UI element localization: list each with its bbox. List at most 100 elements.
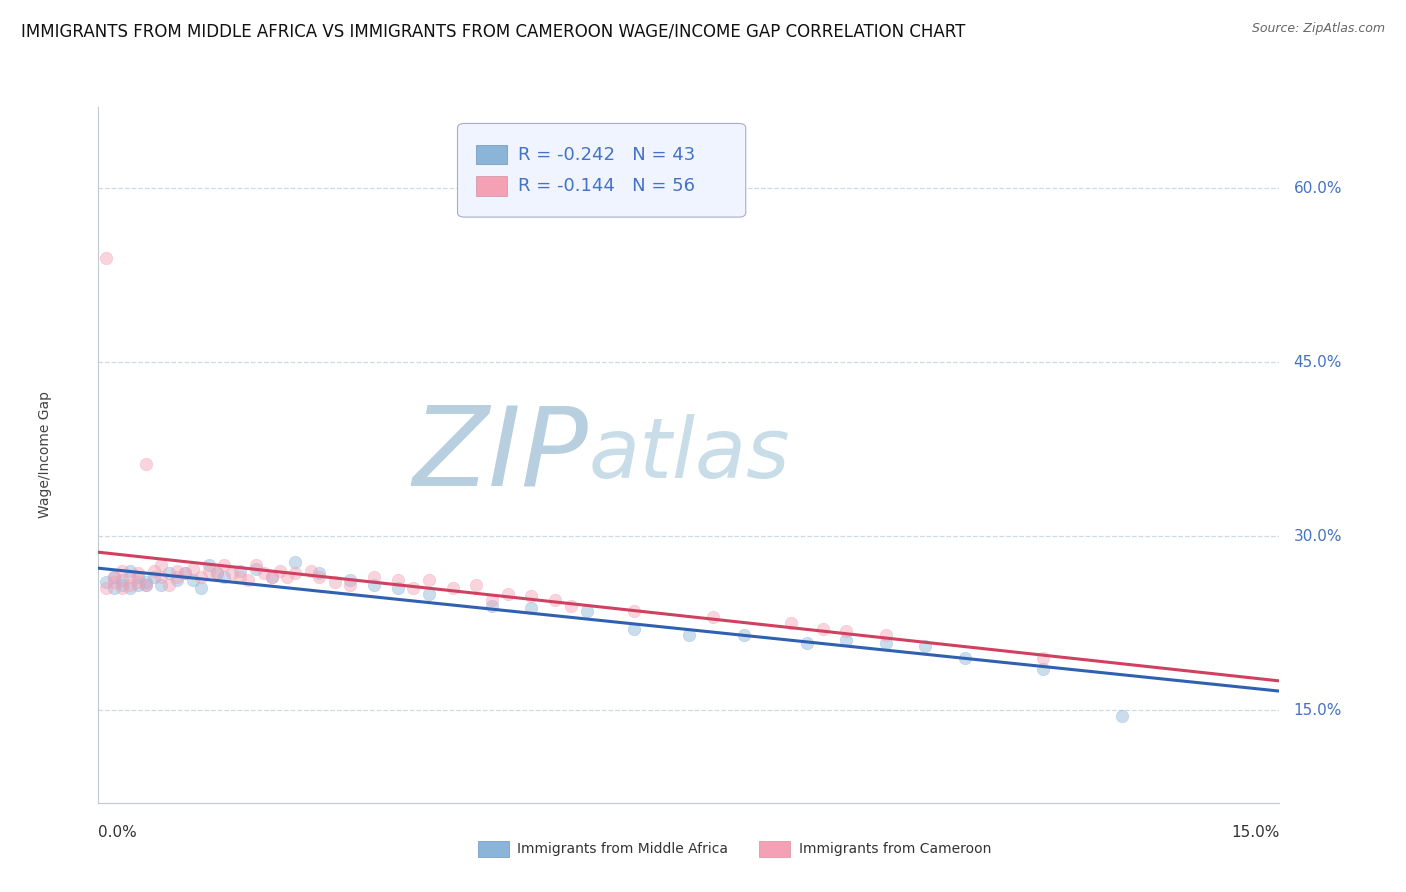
Point bbox=[111, 578, 134, 592]
Point bbox=[229, 564, 252, 578]
Point bbox=[118, 582, 141, 596]
Point bbox=[142, 564, 165, 578]
Point bbox=[481, 592, 503, 607]
Point bbox=[135, 578, 157, 592]
Point bbox=[142, 570, 165, 584]
Point bbox=[181, 561, 204, 575]
Point bbox=[733, 628, 755, 642]
Point bbox=[127, 570, 149, 584]
Point bbox=[520, 601, 543, 615]
Point bbox=[245, 558, 267, 573]
Text: 45.0%: 45.0% bbox=[1294, 355, 1341, 369]
Text: R = -0.144   N = 56: R = -0.144 N = 56 bbox=[517, 177, 695, 194]
Text: 15.0%: 15.0% bbox=[1232, 825, 1279, 840]
Text: Immigrants from Cameroon: Immigrants from Cameroon bbox=[799, 842, 991, 856]
Point bbox=[111, 582, 134, 596]
Point bbox=[260, 570, 283, 584]
Point bbox=[127, 575, 149, 590]
Point bbox=[197, 564, 219, 578]
Point bbox=[575, 605, 598, 619]
Point bbox=[299, 564, 322, 578]
Point bbox=[157, 578, 180, 592]
Point bbox=[236, 573, 259, 587]
Text: Source: ZipAtlas.com: Source: ZipAtlas.com bbox=[1251, 22, 1385, 36]
Point bbox=[835, 633, 858, 648]
Point bbox=[127, 566, 149, 581]
Point bbox=[190, 582, 212, 596]
Point bbox=[111, 573, 134, 587]
Text: Wage/Income Gap: Wage/Income Gap bbox=[38, 392, 52, 518]
Point bbox=[118, 564, 141, 578]
Point bbox=[520, 590, 543, 604]
Text: R = -0.242   N = 43: R = -0.242 N = 43 bbox=[517, 145, 695, 163]
Point bbox=[441, 582, 464, 596]
Text: 0.0%: 0.0% bbox=[98, 825, 138, 840]
Point bbox=[678, 628, 700, 642]
Point bbox=[118, 570, 141, 584]
Point bbox=[96, 575, 118, 590]
Point bbox=[796, 636, 818, 650]
Point bbox=[166, 570, 188, 584]
Point bbox=[205, 566, 228, 581]
Text: 60.0%: 60.0% bbox=[1294, 181, 1341, 195]
Point bbox=[875, 628, 897, 642]
Text: Immigrants from Middle Africa: Immigrants from Middle Africa bbox=[517, 842, 728, 856]
Point bbox=[103, 570, 125, 584]
Point bbox=[166, 573, 188, 587]
Point bbox=[323, 575, 346, 590]
Point bbox=[481, 599, 503, 613]
Point bbox=[214, 570, 236, 584]
Point bbox=[953, 651, 976, 665]
Point bbox=[135, 578, 157, 592]
Point bbox=[418, 573, 440, 587]
Point bbox=[496, 587, 519, 601]
Point bbox=[387, 582, 409, 596]
Point bbox=[96, 582, 118, 596]
Point bbox=[103, 570, 125, 584]
Point bbox=[205, 566, 228, 581]
Point bbox=[245, 561, 267, 575]
Point bbox=[623, 622, 645, 636]
Point bbox=[166, 564, 188, 578]
Point bbox=[229, 570, 252, 584]
Point bbox=[308, 566, 330, 581]
Point bbox=[150, 558, 173, 573]
Point bbox=[276, 570, 298, 584]
Text: 30.0%: 30.0% bbox=[1294, 529, 1341, 543]
Point bbox=[1111, 708, 1133, 723]
Point bbox=[135, 575, 157, 590]
Point bbox=[181, 573, 204, 587]
Point bbox=[780, 615, 803, 630]
Point bbox=[465, 578, 488, 592]
Point bbox=[197, 558, 219, 573]
Point bbox=[339, 573, 361, 587]
Point bbox=[402, 582, 425, 596]
Point bbox=[875, 636, 897, 650]
Point bbox=[150, 578, 173, 592]
Point bbox=[363, 578, 385, 592]
Point bbox=[623, 605, 645, 619]
Point bbox=[103, 575, 125, 590]
Point bbox=[387, 573, 409, 587]
Text: IMMIGRANTS FROM MIDDLE AFRICA VS IMMIGRANTS FROM CAMEROON WAGE/INCOME GAP CORREL: IMMIGRANTS FROM MIDDLE AFRICA VS IMMIGRA… bbox=[21, 22, 966, 40]
Point bbox=[260, 570, 283, 584]
Text: atlas: atlas bbox=[589, 415, 790, 495]
Point bbox=[363, 570, 385, 584]
Point bbox=[835, 624, 858, 639]
Point bbox=[544, 592, 567, 607]
Point bbox=[157, 566, 180, 581]
Point bbox=[190, 570, 212, 584]
Point bbox=[221, 566, 243, 581]
Point bbox=[1032, 662, 1054, 677]
Point bbox=[135, 457, 157, 471]
Point bbox=[111, 564, 134, 578]
Point bbox=[253, 566, 276, 581]
Text: ZIP: ZIP bbox=[413, 401, 589, 508]
Point bbox=[269, 564, 291, 578]
Point bbox=[174, 566, 197, 581]
Point bbox=[150, 570, 173, 584]
Point bbox=[118, 578, 141, 592]
Point bbox=[339, 578, 361, 592]
Point bbox=[702, 610, 724, 624]
Point bbox=[96, 251, 118, 265]
